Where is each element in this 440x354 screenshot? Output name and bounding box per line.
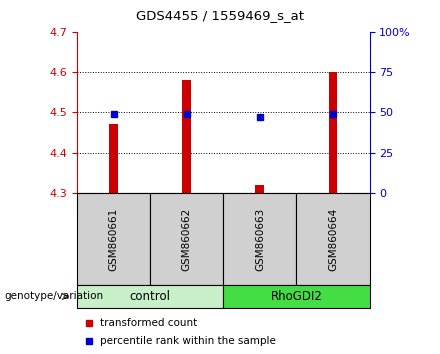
Bar [77,285,224,308]
Text: percentile rank within the sample: percentile rank within the sample [100,336,276,346]
Text: genotype/variation: genotype/variation [4,291,103,302]
Bar [182,80,191,193]
Text: GSM860661: GSM860661 [109,207,118,270]
Bar [256,185,264,193]
Text: transformed count: transformed count [100,318,198,328]
Bar [77,193,150,285]
Text: control: control [130,290,171,303]
Text: GSM860664: GSM860664 [328,207,338,270]
Text: GSM860663: GSM860663 [255,207,265,270]
Bar [224,285,370,308]
Bar [150,193,224,285]
Bar [109,125,118,193]
Bar [329,72,337,193]
Bar [297,193,370,285]
Text: RhoGDI2: RhoGDI2 [271,290,323,303]
Bar [224,193,297,285]
Text: GSM860662: GSM860662 [182,207,192,270]
Text: GDS4455 / 1559469_s_at: GDS4455 / 1559469_s_at [136,9,304,22]
